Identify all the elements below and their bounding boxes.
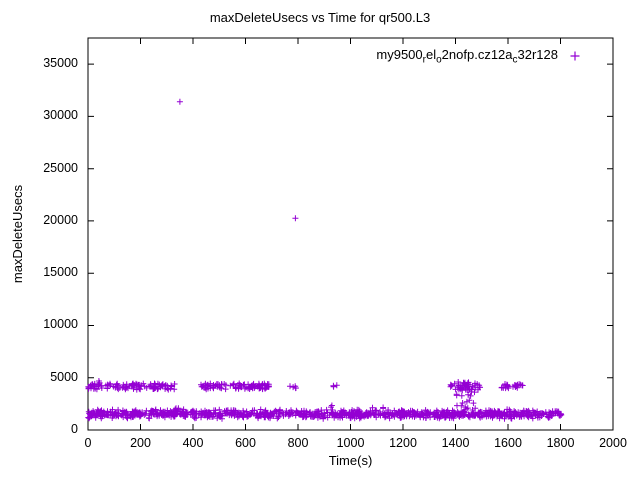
- axis-ticks: [87, 38, 614, 431]
- legend-label-part: 2nofp.cz12a: [441, 47, 513, 62]
- y-axis-label: maxDeleteUsecs: [10, 184, 25, 284]
- chart-title: maxDeleteUsecs vs Time for qr500.L3: [209, 10, 431, 25]
- legend-label-part: 32r128: [517, 47, 558, 62]
- plot-border: [87, 37, 614, 431]
- legend-label-subscript: r: [422, 54, 426, 66]
- legend-label-subscript: o: [436, 54, 442, 66]
- legend: my9500relo2nofp.cz12ac32r128: [376, 47, 582, 66]
- legend-plus-marker-icon: [570, 51, 580, 61]
- legend-label-part: my9500: [376, 47, 423, 62]
- legend-label-subscript: c: [512, 54, 518, 66]
- data-points: [85, 98, 565, 422]
- x-axis-label: Time(s): [328, 453, 373, 468]
- legend-label-part: el: [425, 47, 437, 62]
- legend-series-label: my9500relo2nofp.cz12ac32r128: [376, 47, 558, 66]
